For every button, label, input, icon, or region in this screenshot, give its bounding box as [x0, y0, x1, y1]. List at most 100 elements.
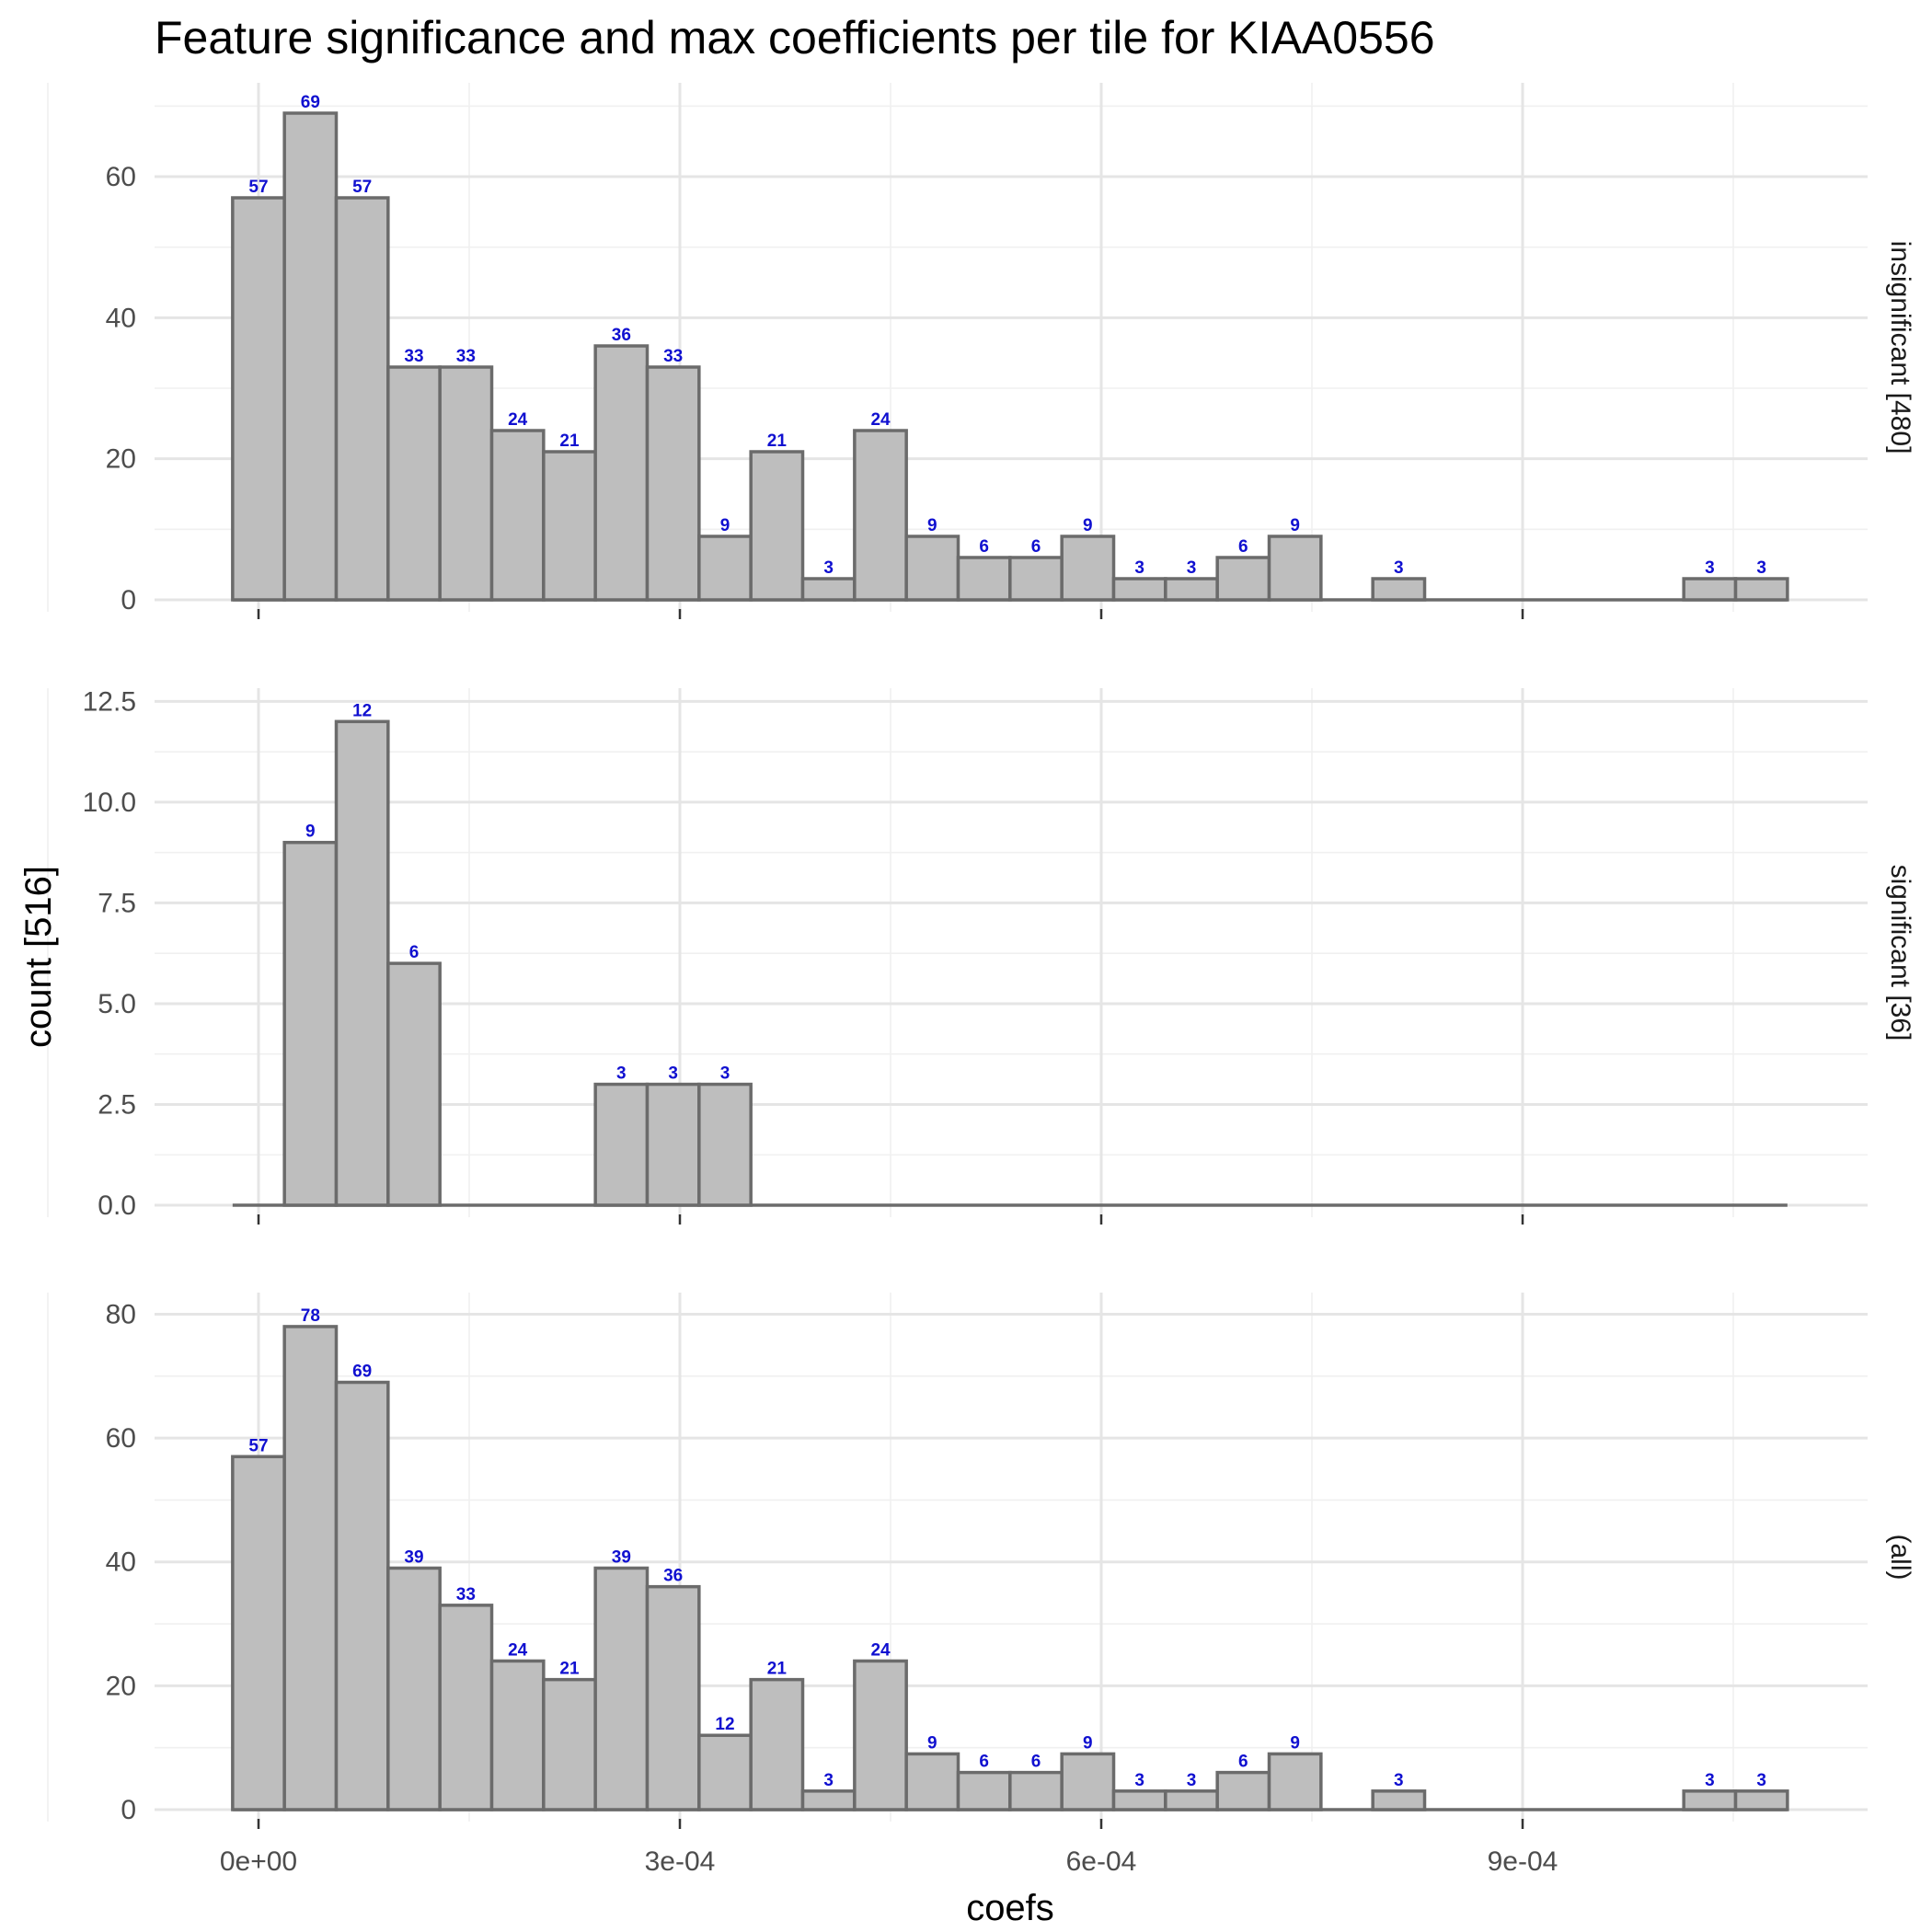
histogram-bar — [231, 196, 286, 602]
y-tick-label: 20 — [106, 1671, 136, 1701]
x-tick-label: 0e+00 — [220, 1846, 297, 1877]
bar-value-label: 3 — [1134, 558, 1144, 578]
histogram-bar — [386, 365, 442, 602]
bar-value-label: 3 — [720, 1064, 730, 1084]
bar-value-label: 3 — [668, 1064, 678, 1084]
histogram-bar — [593, 344, 650, 602]
histogram-bar — [593, 1082, 650, 1207]
histogram-bar — [645, 1082, 701, 1207]
histogram-bar — [1682, 577, 1738, 602]
histogram-bar — [1267, 1752, 1323, 1811]
bar-value-label: 3 — [1187, 558, 1197, 578]
bar-value-label: 69 — [301, 93, 320, 112]
histogram-bar — [1733, 577, 1789, 602]
y-tick-label: 7.5 — [98, 888, 136, 918]
bar-value-label: 6 — [979, 1753, 989, 1772]
bar-value-label: 39 — [612, 1547, 631, 1567]
x-tick-label: 3e-04 — [645, 1846, 716, 1877]
histogram-bar — [489, 429, 546, 602]
histogram-bar — [438, 1604, 494, 1811]
facet-strip-label: significant [36] — [1885, 865, 1915, 1041]
x-axis-title: coefs — [966, 1888, 1054, 1928]
bar-value-label: 12 — [352, 701, 372, 720]
histogram-bar — [853, 429, 908, 602]
y-tick-label: 40 — [106, 303, 136, 333]
histogram-bar — [1215, 556, 1271, 602]
bar-value-label: 9 — [1083, 1733, 1093, 1753]
histogram-bar — [697, 535, 753, 602]
histogram-bar — [282, 1325, 339, 1811]
histogram-bar — [645, 1584, 701, 1811]
bar-value-label: 24 — [508, 410, 528, 430]
bar-value-label: 9 — [1290, 516, 1300, 535]
bar-value-label: 9 — [927, 516, 937, 535]
x-tick-label: 9e-04 — [1488, 1846, 1558, 1877]
bar-value-label: 6 — [409, 943, 420, 962]
histogram-bar — [749, 450, 805, 602]
bar-value-label: 6 — [1031, 537, 1041, 557]
histogram-bar — [1164, 1789, 1219, 1811]
bar-value-label: 21 — [767, 431, 788, 451]
histogram-bar — [697, 1082, 753, 1207]
histogram-bar — [334, 719, 390, 1207]
bar-value-label: 21 — [767, 1660, 788, 1679]
histogram-bar — [853, 1659, 908, 1811]
bar-value-label: 6 — [1031, 1753, 1041, 1772]
bar-value-label: 3 — [1705, 1771, 1715, 1790]
bar-value-label: 3 — [1394, 1771, 1404, 1790]
bar-value-label: 3 — [616, 1064, 627, 1084]
histogram-bar — [334, 196, 390, 602]
chart-title: Feature significance and max coefficient… — [155, 12, 1435, 63]
histogram-bar — [282, 840, 339, 1207]
x-tick-label: 6e-04 — [1066, 1846, 1137, 1877]
panel-2: 0.0 2.5 5.0 7.5 10.0 12.5 9 12 6 3 3 3 significant [… — [47, 686, 1915, 1221]
histogram-bar — [282, 111, 339, 602]
bar-value-label: 3 — [1756, 1771, 1766, 1790]
y-tick-label: 40 — [106, 1547, 136, 1578]
bar-value-label: 57 — [248, 178, 268, 197]
x-axis: 0e+00 3e-04 6e-04 9e-04 — [220, 609, 1558, 1877]
bar-value-label: 39 — [404, 1547, 423, 1567]
histogram-bar — [1215, 1770, 1271, 1811]
histogram-bar — [904, 535, 960, 602]
histogram-bar — [956, 1770, 1012, 1811]
y-tick-label: 60 — [106, 162, 136, 192]
bar-value-label: 24 — [508, 1640, 528, 1660]
bar-value-label: 36 — [612, 326, 631, 345]
histogram-bar — [1111, 577, 1167, 602]
histogram-bar — [489, 1659, 546, 1811]
bar-value-label: 3 — [1134, 1771, 1144, 1790]
bar-value-label: 9 — [305, 822, 316, 842]
y-tick-label: 2.5 — [98, 1089, 136, 1120]
bar-value-label: 57 — [248, 1436, 268, 1455]
histogram-bar — [1267, 535, 1323, 602]
histogram-bar — [1371, 1789, 1427, 1811]
histogram-bar — [231, 1455, 286, 1811]
y-tick-label: 0.0 — [98, 1190, 136, 1221]
histogram-bar — [1682, 1789, 1738, 1811]
histogram-bar — [1371, 577, 1427, 602]
bar-value-label: 21 — [559, 431, 580, 451]
histogram-bar — [542, 1677, 597, 1811]
histogram-bar — [800, 1789, 857, 1811]
bar-value-label: 6 — [1238, 537, 1248, 557]
bar-value-label: 9 — [720, 516, 730, 535]
facet-strip-label: (all) — [1885, 1535, 1915, 1581]
bar-value-label: 3 — [1756, 558, 1766, 578]
histogram-bar — [1111, 1789, 1167, 1811]
bar-value-label: 12 — [715, 1715, 734, 1734]
y-tick-label: 5.0 — [98, 989, 136, 1019]
histogram-bar — [1164, 577, 1219, 602]
y-tick-label: 80 — [106, 1299, 136, 1329]
bar-value-label: 69 — [352, 1363, 372, 1382]
histogram-bar — [593, 1566, 650, 1811]
bar-value-label: 3 — [1705, 558, 1715, 578]
bar-value-label: 78 — [301, 1306, 320, 1326]
bar-value-label: 9 — [1083, 516, 1093, 535]
bar-value-label: 57 — [352, 178, 372, 197]
histogram-bar — [800, 577, 857, 602]
histogram-bar — [1060, 1752, 1116, 1811]
